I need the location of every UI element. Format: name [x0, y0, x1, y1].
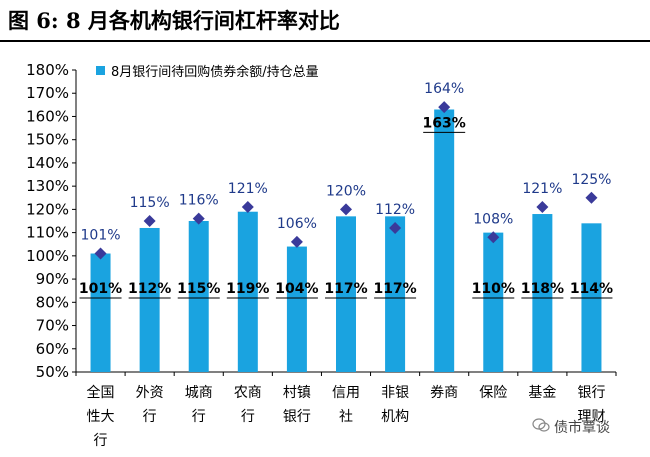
point-data-label: 120% [326, 183, 366, 199]
y-tick-label: 70% [36, 317, 69, 335]
diamond-marker [487, 231, 500, 244]
bar [286, 246, 307, 372]
point-data-label: 121% [522, 181, 562, 197]
y-tick-label: 150% [26, 131, 69, 149]
point-data-label: 115% [130, 195, 170, 211]
point-data-label: 112% [375, 202, 415, 218]
bar [237, 211, 258, 372]
watermark: 债市覃谈 [532, 417, 610, 437]
y-tick-label: 120% [26, 200, 69, 218]
diamond-marker [340, 203, 352, 216]
x-category-label: 行 [94, 433, 108, 449]
diamond-marker [438, 101, 451, 114]
legend-label: 8月银行间待回购债券余额/持仓总量 [111, 64, 319, 80]
x-category-label: 银行 [577, 385, 605, 401]
x-category-label: 行 [143, 409, 157, 425]
x-category-label: 理财 [577, 409, 605, 425]
diamond-marker [585, 191, 598, 204]
watermark-text: 债市覃谈 [554, 420, 610, 436]
point-data-label: 125% [571, 172, 611, 188]
bar-data-label: 110% [472, 281, 515, 297]
diamond-marker [290, 235, 303, 248]
bar-data-label: 118% [521, 281, 564, 297]
figure-title: 图 6: 8 月各机构银行间杠杆率对比 [8, 8, 340, 33]
bar-data-label: 163% [423, 115, 466, 131]
y-tick-label: 80% [36, 293, 69, 311]
bar [385, 216, 406, 372]
bar-data-label: 112% [128, 281, 171, 297]
bar-data-label: 117% [373, 281, 416, 297]
bar-data-label: 101% [79, 281, 122, 297]
point-data-label: 164% [424, 81, 464, 97]
x-category-label: 村镇 [283, 385, 311, 401]
diamond-marker [192, 212, 205, 225]
x-category-label: 券商 [430, 385, 458, 401]
x-category-label: 全国 [87, 384, 115, 401]
y-tick-label: 50% [36, 363, 69, 381]
x-category-label: 机构 [381, 409, 409, 425]
x-category-label: 基金 [528, 384, 556, 401]
bar [139, 227, 160, 372]
y-tick-label: 160% [26, 107, 69, 125]
y-tick-label: 170% [26, 84, 69, 102]
y-tick-label: 100% [26, 247, 69, 265]
x-category-label: 社 [339, 409, 353, 425]
x-category-label: 外资 [136, 385, 164, 401]
bar [532, 214, 553, 372]
y-tick-label: 180% [26, 61, 69, 79]
bar [336, 216, 356, 372]
x-category-label: 银行 [283, 409, 311, 425]
bar-data-label: 104% [275, 281, 318, 297]
bar [434, 109, 455, 372]
bar [90, 253, 111, 372]
diamond-marker [143, 215, 156, 227]
x-category-label: 非银 [381, 385, 409, 401]
x-category-label: 性大 [87, 409, 115, 425]
wechat-icon [532, 418, 550, 436]
x-category-label: 行 [192, 409, 206, 425]
x-category-label: 保险 [479, 385, 507, 401]
bar-data-label: 117% [324, 281, 367, 297]
y-tick-label: 110% [26, 224, 69, 242]
diamond-marker [389, 221, 402, 234]
x-category-label: 信用 [332, 385, 360, 401]
bar [188, 221, 209, 372]
x-category-label: 农商 [234, 385, 262, 401]
diamond-marker [241, 201, 254, 214]
bar-data-label: 119% [226, 281, 269, 297]
x-category-label: 城商 [185, 385, 213, 401]
point-data-label: 116% [179, 193, 219, 209]
y-tick-label: 60% [36, 340, 69, 358]
y-tick-label: 140% [26, 154, 69, 172]
legend-swatch [96, 66, 105, 75]
x-category-label: 行 [241, 409, 255, 425]
diamond-marker [536, 201, 549, 214]
diamond-marker [94, 247, 107, 260]
point-data-label: 106% [277, 216, 317, 232]
bar-data-label: 114% [570, 281, 613, 297]
point-data-label: 108% [473, 211, 513, 227]
bar-data-label: 115% [177, 281, 220, 297]
bar [483, 232, 504, 372]
y-tick-label: 130% [26, 177, 69, 195]
y-tick-label: 90% [36, 270, 69, 288]
title-rule [0, 40, 650, 42]
point-data-label: 121% [228, 181, 268, 197]
point-data-label: 101% [81, 228, 121, 244]
